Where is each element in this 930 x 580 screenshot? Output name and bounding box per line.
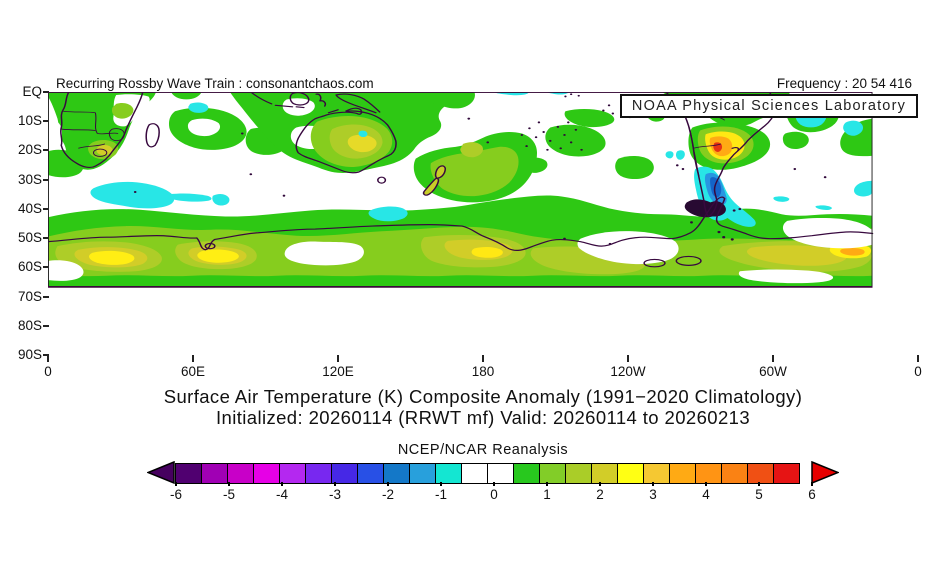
y-axis-tick [43, 295, 49, 298]
colorbar-tick [175, 482, 177, 486]
colorbar-left-arrow [147, 461, 175, 484]
colorbar-tick-label-3: 3 [649, 487, 657, 502]
noaa-psl-banner: NOAA Physical Sciences Laboratory [620, 94, 918, 118]
colorbar-cell-20 [695, 464, 721, 483]
y-axis-tick [43, 237, 49, 240]
colorbar-tick [387, 482, 389, 486]
y-axis-tick [43, 266, 49, 269]
y-axis-label-80s: 80S [17, 317, 42, 333]
colorbar-tick-label--5: -5 [222, 487, 236, 502]
y-axis-label-10s: 10S [17, 113, 42, 129]
plot-header-left: Recurring Rossby Wave Train : consonantc… [56, 76, 374, 91]
colorbar-cell-9 [409, 464, 435, 483]
colorbar-cell-8 [383, 464, 409, 483]
colorbar-cell-16 [591, 464, 617, 483]
colorbar-tick [705, 482, 707, 486]
x-axis-tick [627, 355, 629, 362]
y-axis-label-eq: EQ [22, 84, 42, 99]
x-axis-label-3: 180 [471, 364, 495, 379]
y-axis-tick [43, 324, 49, 327]
anomaly-map [48, 92, 874, 288]
x-axis-label-4: 120W [610, 364, 646, 379]
x-axis-tick [337, 355, 339, 362]
y-axis-tick [43, 91, 49, 93]
colorbar-cell-14 [539, 464, 565, 483]
y-axis-label-60s: 60S [17, 259, 42, 275]
y-axis-tick [43, 120, 49, 123]
colorbar-cell-3 [253, 464, 279, 483]
colorbar-cell-21 [721, 464, 747, 483]
y-axis-label-70s: 70S [17, 288, 42, 304]
colorbar-tick [440, 482, 442, 486]
colorbar-cell-12 [487, 464, 513, 483]
plot-subtitle: Initialized: 20260114 (RRWT mf) Valid: 2… [215, 407, 751, 428]
colorbar-tick-label--2: -2 [381, 487, 395, 502]
colorbar-cell-18 [643, 464, 669, 483]
colorbar-tick-label--6: -6 [169, 487, 183, 502]
colorbar-tick [334, 482, 336, 486]
y-axis-label-30s: 30S [17, 171, 42, 187]
colorbar-tick [228, 482, 230, 486]
colorbar-tick [599, 482, 601, 486]
colorbar-tick-label--3: -3 [328, 487, 342, 502]
x-axis-label-0: 0 [44, 364, 52, 379]
x-axis-label-2: 120E [322, 364, 354, 379]
colorbar-cell-13 [513, 464, 539, 483]
colorbar-tick [652, 482, 654, 486]
colorbar-right-arrow [811, 461, 839, 484]
colorbar-cell-1 [201, 464, 227, 483]
colorbar-tick-label-4: 4 [702, 487, 710, 502]
colorbar [175, 463, 800, 484]
colorbar-cell-7 [357, 464, 383, 483]
colorbar-cell-10 [435, 464, 461, 483]
y-axis-label-20s: 20S [17, 142, 42, 158]
colorbar-tick [493, 482, 495, 486]
colorbar-tick-label-6: 6 [808, 487, 816, 502]
colorbar-tick-label-2: 2 [596, 487, 604, 502]
colorbar-tick-label--4: -4 [275, 487, 289, 502]
colorbar-tick [281, 482, 283, 486]
colorbar-tick [811, 482, 813, 486]
x-axis-tick [47, 355, 49, 362]
colorbar-tick-label--1: -1 [434, 487, 448, 502]
colorbar-cell-11 [461, 464, 487, 483]
frequency-label: Frequency : 20 54 416 [776, 76, 912, 91]
y-axis-label-40s: 40S [17, 200, 42, 216]
y-axis-label-90s: 90S [17, 346, 42, 362]
y-axis-tick [43, 149, 49, 152]
colorbar-label: NCEP/NCAR Reanalysis [397, 442, 569, 458]
colorbar-cell-2 [227, 464, 253, 483]
colorbar-cell-6 [331, 464, 357, 483]
y-axis-label-50s: 50S [17, 230, 42, 246]
x-axis-label-6: 0 [914, 364, 922, 379]
colorbar-tick-label-5: 5 [755, 487, 763, 502]
colorbar-tick-label-0: 0 [490, 487, 498, 502]
colorbar-cell-5 [305, 464, 331, 483]
colorbar-tick-label-1: 1 [543, 487, 551, 502]
x-axis-tick [772, 355, 774, 362]
colorbar-cell-15 [565, 464, 591, 483]
colorbar-cell-17 [617, 464, 643, 483]
colorbar-cell-23 [773, 464, 799, 483]
colorbar-cell-19 [669, 464, 695, 483]
y-axis-tick [43, 353, 49, 356]
y-axis-tick [43, 178, 49, 181]
x-axis-label-1: 60E [180, 364, 206, 379]
colorbar-tick [546, 482, 548, 486]
colorbar-cell-4 [279, 464, 305, 483]
x-axis-label-5: 60W [759, 364, 787, 379]
x-axis-tick [917, 355, 919, 362]
colorbar-tick [758, 482, 760, 486]
x-axis-tick [482, 355, 484, 362]
colorbar-cell-22 [747, 464, 773, 483]
y-axis-tick [43, 207, 49, 210]
plot-title: Surface Air Temperature (K) Composite An… [163, 386, 803, 407]
x-axis-tick [192, 355, 194, 362]
colorbar-cell-0 [176, 464, 201, 483]
